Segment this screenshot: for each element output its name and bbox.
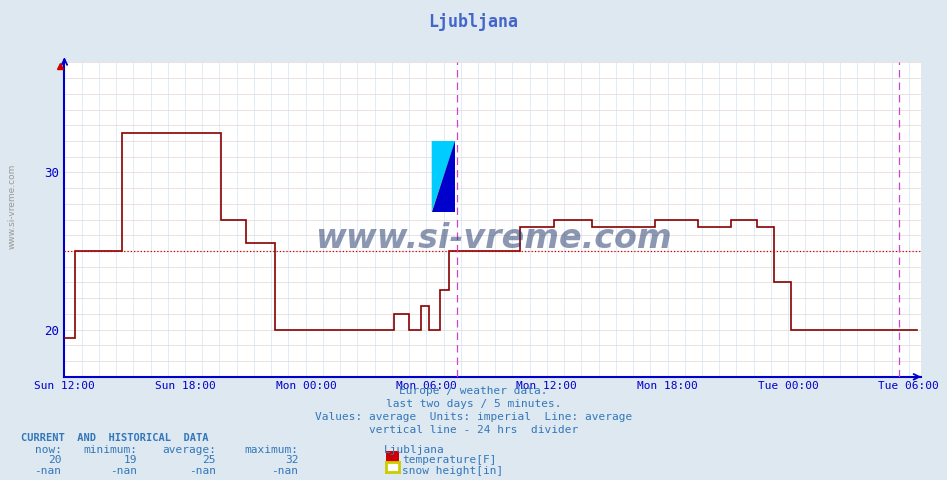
Text: 19: 19 (124, 455, 137, 465)
Text: www.si-vreme.com: www.si-vreme.com (314, 222, 671, 255)
Text: 20: 20 (48, 455, 62, 465)
Text: average:: average: (162, 445, 216, 455)
Text: snow height[in]: snow height[in] (402, 466, 504, 476)
Text: Ljubljana: Ljubljana (384, 445, 444, 455)
Text: www.si-vreme.com: www.si-vreme.com (8, 164, 17, 249)
Text: Europe / weather data.: Europe / weather data. (400, 386, 547, 396)
Polygon shape (432, 141, 456, 212)
Text: -nan: -nan (271, 466, 298, 476)
Text: maximum:: maximum: (244, 445, 298, 455)
Text: Ljubljana: Ljubljana (428, 13, 519, 31)
Text: Values: average  Units: imperial  Line: average: Values: average Units: imperial Line: av… (314, 412, 633, 422)
Text: -nan: -nan (34, 466, 62, 476)
Text: 32: 32 (285, 455, 298, 465)
Text: now:: now: (34, 445, 62, 455)
Text: temperature[F]: temperature[F] (402, 455, 497, 465)
Polygon shape (432, 141, 456, 212)
Bar (432, 141, 456, 212)
Text: 25: 25 (203, 455, 216, 465)
Text: vertical line - 24 hrs  divider: vertical line - 24 hrs divider (369, 425, 578, 435)
Text: CURRENT  AND  HISTORICAL  DATA: CURRENT AND HISTORICAL DATA (21, 433, 208, 443)
Text: minimum:: minimum: (83, 445, 137, 455)
Text: -nan: -nan (110, 466, 137, 476)
Text: -nan: -nan (188, 466, 216, 476)
Text: last two days / 5 minutes.: last two days / 5 minutes. (385, 399, 562, 409)
